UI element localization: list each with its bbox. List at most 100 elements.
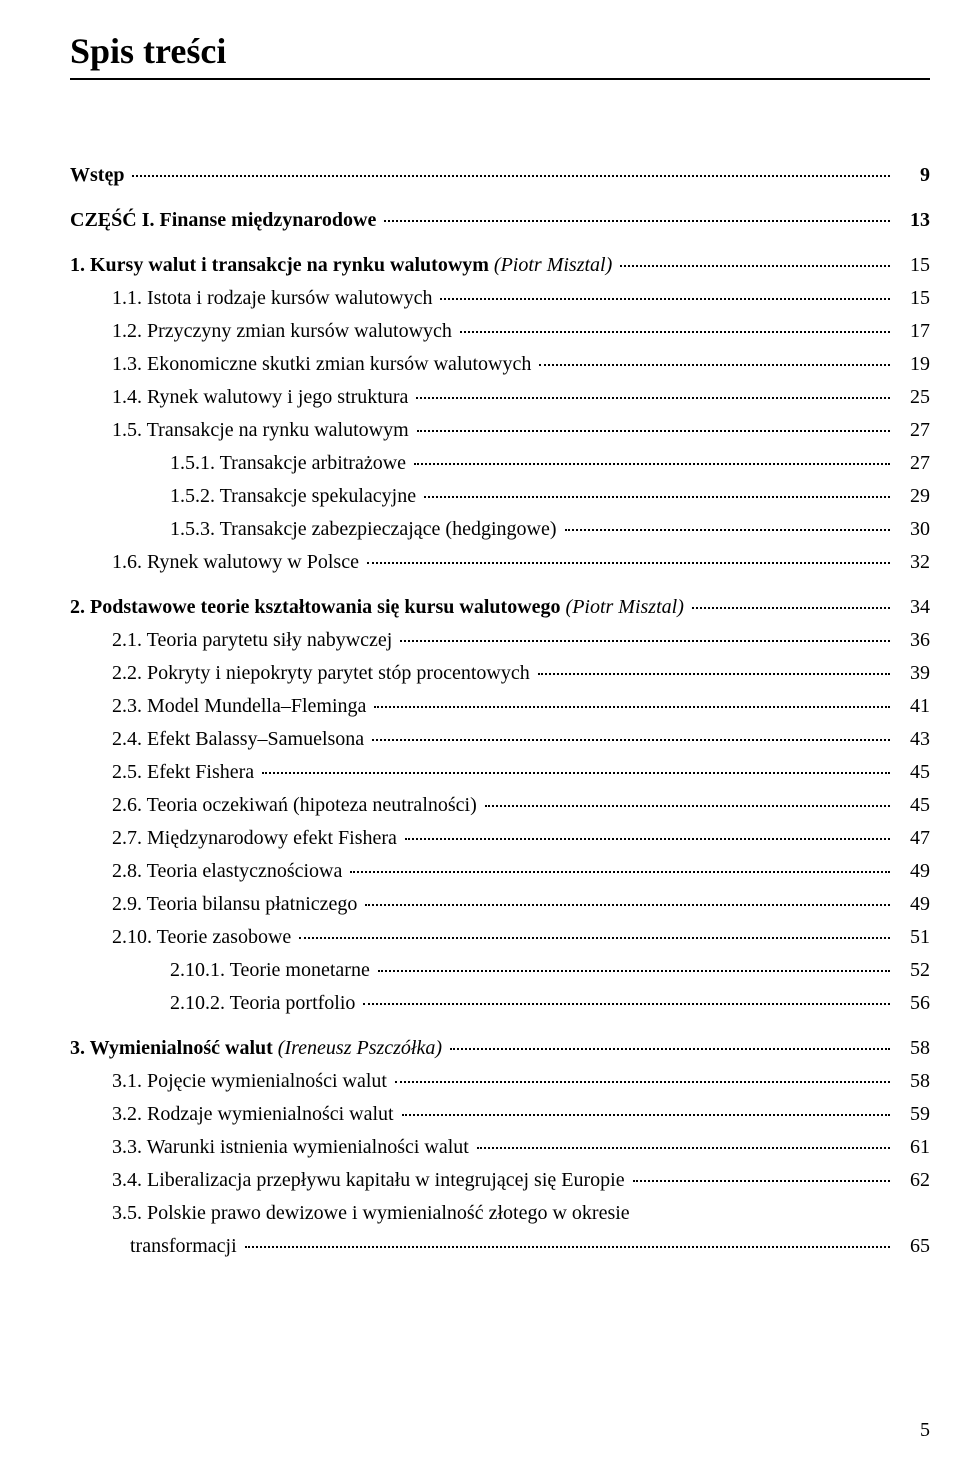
toc-leader-dots (424, 496, 890, 498)
toc-entry-label: 3.5. Polskie prawo dewizowe i wymienialn… (112, 1198, 634, 1229)
toc-entry-label: 3.4. Liberalizacja przepływu kapitału w … (112, 1165, 629, 1196)
toc-entry: 1.5.2. Transakcje spekulacyjne29 (70, 481, 930, 512)
toc-entry: 3.1. Pojęcie wymienialności walut58 (70, 1066, 930, 1097)
toc-leader-dots (440, 298, 890, 300)
toc-entry: 1.3. Ekonomiczne skutki zmian kursów wal… (70, 349, 930, 380)
toc-entry-label: 2.4. Efekt Balassy–Samuelsona (112, 724, 368, 755)
toc-entry: 1.6. Rynek walutowy w Polsce32 (70, 547, 930, 578)
toc-entry-label: CZĘŚĆ I. Finanse międzynarodowe (70, 205, 380, 236)
toc-entry-page: 29 (896, 481, 930, 512)
toc-entry: 2.6. Teoria oczekiwań (hipoteza neutraln… (70, 790, 930, 821)
toc-entry: 2.7. Międzynarodowy efekt Fishera47 (70, 823, 930, 854)
toc-entry-label: 2.8. Teoria elastycznościowa (112, 856, 346, 887)
toc-entry-label: 2.2. Pokryty i niepokryty parytet stóp p… (112, 658, 534, 689)
toc-leader-dots (378, 970, 890, 972)
toc-leader-dots (692, 607, 890, 609)
toc-entry-label: 3. Wymienialność walut (Ireneusz Pszczół… (70, 1033, 446, 1064)
toc-entry-page: 17 (896, 316, 930, 347)
toc-entry-page: 15 (896, 283, 930, 314)
toc-entry: 2.2. Pokryty i niepokryty parytet stóp p… (70, 658, 930, 689)
toc-entry: 1. Kursy walut i transakcje na rynku wal… (70, 250, 930, 281)
toc-entry-label: 2.10.2. Teoria portfolio (170, 988, 359, 1019)
title-rule (70, 78, 930, 80)
toc-leader-dots (365, 904, 890, 906)
toc-entry: 3.2. Rodzaje wymienialności walut 59 (70, 1099, 930, 1130)
toc-entry: 1.5. Transakcje na rynku walutowym 27 (70, 415, 930, 446)
toc-entry-label: 1.5. Transakcje na rynku walutowym (112, 415, 413, 446)
toc-entry: 2.9. Teoria bilansu płatniczego49 (70, 889, 930, 920)
toc-entry: 2.4. Efekt Balassy–Samuelsona 43 (70, 724, 930, 755)
toc-entry-label: 2.1. Teoria parytetu siły nabywczej (112, 625, 396, 656)
table-of-contents: Wstęp 9 CZĘŚĆ I. Finanse międzynarodowe 13 1… (70, 160, 930, 1262)
toc-entry-page: 58 (896, 1066, 930, 1097)
toc-leader-dots (402, 1114, 890, 1116)
toc-entry-label: 2.5. Efekt Fishera (112, 757, 258, 788)
toc-entry-page: 45 (896, 790, 930, 821)
toc-entry-page: 41 (896, 691, 930, 722)
toc-leader-dots (374, 706, 890, 708)
toc-entry-page: 9 (896, 160, 930, 191)
toc-leader-dots (460, 331, 890, 333)
toc-entry-page: 34 (896, 592, 930, 623)
toc-leader-dots (417, 430, 890, 432)
toc-entry-page: 43 (896, 724, 930, 755)
toc-leader-dots (416, 397, 890, 399)
toc-entry-page: 47 (896, 823, 930, 854)
toc-entry-page: 61 (896, 1132, 930, 1163)
toc-entry-page: 15 (896, 250, 930, 281)
toc-entry-page: 13 (896, 205, 930, 236)
toc-leader-dots (245, 1246, 890, 1248)
toc-entry-label: 1.5.3. Transakcje zabezpieczające (hedgi… (170, 514, 561, 545)
toc-entry: transformacji65 (70, 1231, 930, 1262)
toc-entry: 1.5.3. Transakcje zabezpieczające (hedgi… (70, 514, 930, 545)
page-number-footer: 5 (920, 1419, 930, 1442)
toc-entry-label: 3.2. Rodzaje wymienialności walut (112, 1099, 398, 1130)
toc-entry-page: 27 (896, 415, 930, 446)
toc-leader-dots (405, 838, 890, 840)
toc-entry-page: 32 (896, 547, 930, 578)
toc-entry-label: transformacji (130, 1231, 241, 1262)
toc-entry-label: 2.3. Model Mundella–Fleminga (112, 691, 370, 722)
toc-entry-label: 1.3. Ekonomiczne skutki zmian kursów wal… (112, 349, 535, 380)
toc-entry-page: 59 (896, 1099, 930, 1130)
toc-leader-dots (132, 175, 890, 177)
toc-leader-dots (633, 1180, 890, 1182)
toc-entry: 3.3. Warunki istnienia wymienialności wa… (70, 1132, 930, 1163)
toc-entry: 3.4. Liberalizacja przepływu kapitału w … (70, 1165, 930, 1196)
toc-leader-dots (299, 937, 890, 939)
toc-entry-page: 51 (896, 922, 930, 953)
toc-entry-page: 58 (896, 1033, 930, 1064)
toc-entry: 2.5. Efekt Fishera 45 (70, 757, 930, 788)
toc-entry: 2.10.1. Teorie monetarne52 (70, 955, 930, 986)
toc-entry-label: 2.6. Teoria oczekiwań (hipoteza neutraln… (112, 790, 481, 821)
toc-leader-dots (485, 805, 890, 807)
toc-entry-page: 30 (896, 514, 930, 545)
toc-entry: 1.4. Rynek walutowy i jego struktura25 (70, 382, 930, 413)
toc-entry: 2.1. Teoria parytetu siły nabywczej36 (70, 625, 930, 656)
toc-entry: 1.2. Przyczyny zmian kursów walutowych17 (70, 316, 930, 347)
toc-entry: 1.1. Istota i rodzaje kursów walutowych 1… (70, 283, 930, 314)
toc-leader-dots (414, 463, 890, 465)
toc-entry-label: Wstęp (70, 160, 128, 191)
toc-entry: CZĘŚĆ I. Finanse międzynarodowe 13 (70, 205, 930, 236)
toc-entry: 2.10.2. Teoria portfolio 56 (70, 988, 930, 1019)
toc-entry: 2.3. Model Mundella–Fleminga 41 (70, 691, 930, 722)
toc-leader-dots (350, 871, 890, 873)
toc-leader-dots (367, 562, 890, 564)
toc-entry: 3.5. Polskie prawo dewizowe i wymienialn… (70, 1198, 930, 1229)
toc-entry-label: 2.10. Teorie zasobowe (112, 922, 295, 953)
toc-entry-page: 45 (896, 757, 930, 788)
toc-leader-dots (400, 640, 890, 642)
toc-entry-page: 56 (896, 988, 930, 1019)
toc-entry-page: 49 (896, 856, 930, 887)
toc-entry: 2.8. Teoria elastycznościowa 49 (70, 856, 930, 887)
toc-entry-page: 49 (896, 889, 930, 920)
toc-entry-page: 25 (896, 382, 930, 413)
toc-entry-label: 1.1. Istota i rodzaje kursów walutowych (112, 283, 436, 314)
toc-leader-dots (539, 364, 890, 366)
toc-entry-page: 19 (896, 349, 930, 380)
toc-leader-dots (384, 220, 890, 222)
toc-entry-label: 1.5.1. Transakcje arbitrażowe (170, 448, 410, 479)
toc-entry-page: 52 (896, 955, 930, 986)
toc-entry-label: 1. Kursy walut i transakcje na rynku wal… (70, 250, 616, 281)
